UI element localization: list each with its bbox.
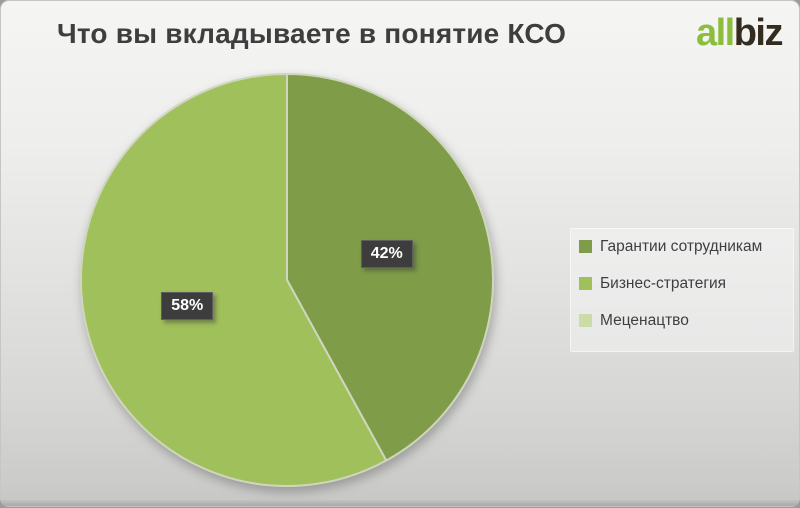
legend-label: Бизнес-стратегия <box>600 274 727 292</box>
legend-swatch-dark-green <box>579 240 592 253</box>
legend-swatch-pale-green <box>579 314 592 327</box>
legend-swatch-medium-green <box>579 277 592 290</box>
pie-slice-1 <box>80 73 388 487</box>
legend-label: Меценацтво <box>600 311 689 329</box>
legend-item-business-strategy: Бизнес-стратегия <box>579 275 787 292</box>
legend-item-patronage: Меценацтво <box>579 312 787 329</box>
allbiz-logo-biz: biz <box>733 12 784 54</box>
chart-title: Что вы вкладываете в понятие КСО <box>57 18 567 49</box>
chart-legend: Гарантии сотрудникам Бизнес-стратегия Ме… <box>570 228 794 352</box>
legend-label: Гарантии сотрудникам <box>600 237 763 255</box>
allbiz-logo-all: all <box>695 12 735 54</box>
allbiz-logo: allbiz <box>695 12 784 54</box>
legend-item-guarantees: Гарантии сотрудникам <box>579 238 787 255</box>
